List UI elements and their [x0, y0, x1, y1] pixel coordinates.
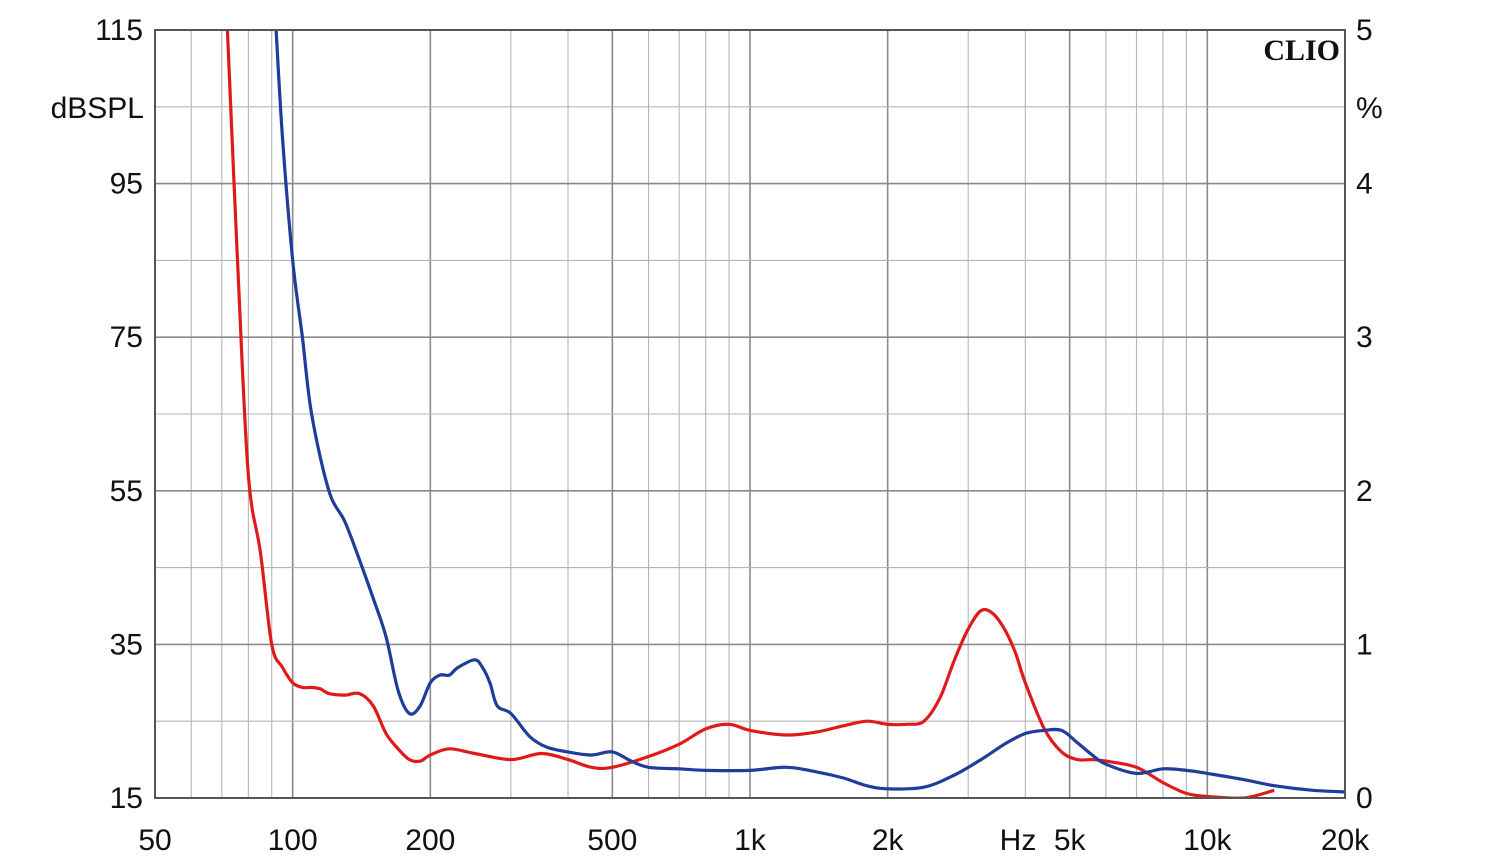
plot-frame — [154, 29, 1346, 799]
x-tick-label: 5k — [1054, 824, 1087, 857]
series-line-red — [225, 30, 1275, 798]
series-line-blue — [274, 30, 1345, 794]
x-tick-label: 10k — [1183, 824, 1232, 857]
left-axis-label: dBSPL — [51, 92, 144, 125]
right-tick-label: 1 — [1356, 628, 1373, 661]
x-tick-label: 500 — [587, 824, 637, 857]
x-tick-label: 200 — [405, 824, 455, 857]
left-tick-label: 55 — [110, 475, 143, 508]
right-tick-label: 2 — [1356, 475, 1373, 508]
left-tick-label: 75 — [110, 321, 143, 354]
right-tick-label: 5 — [1356, 14, 1373, 47]
chart-series — [225, 30, 1345, 798]
x-tick-label: 100 — [268, 824, 318, 857]
x-axis-unit-label: Hz — [1000, 824, 1037, 857]
axis-labels: 15 35 55 75 95 115 0 1 2 3 4 5 50 100 200 500 1k 2k 5k 10k 2… — [95, 14, 1373, 857]
left-tick-label: 15 — [110, 782, 143, 815]
left-tick-label: 95 — [110, 168, 143, 201]
x-tick-label: 50 — [138, 824, 171, 857]
x-tick-label: 1k — [734, 824, 767, 857]
left-tick-label: 115 — [95, 14, 143, 47]
chart-grid — [155, 30, 1345, 798]
left-tick-label: 35 — [110, 628, 143, 661]
x-tick-label: 20k — [1321, 824, 1370, 857]
right-axis-label: % — [1356, 92, 1383, 125]
brand-label: CLIO — [1263, 34, 1340, 67]
x-tick-label: 2k — [872, 824, 905, 857]
right-tick-label: 3 — [1356, 321, 1373, 354]
right-tick-label: 0 — [1356, 782, 1373, 815]
right-tick-label: 4 — [1356, 168, 1373, 201]
